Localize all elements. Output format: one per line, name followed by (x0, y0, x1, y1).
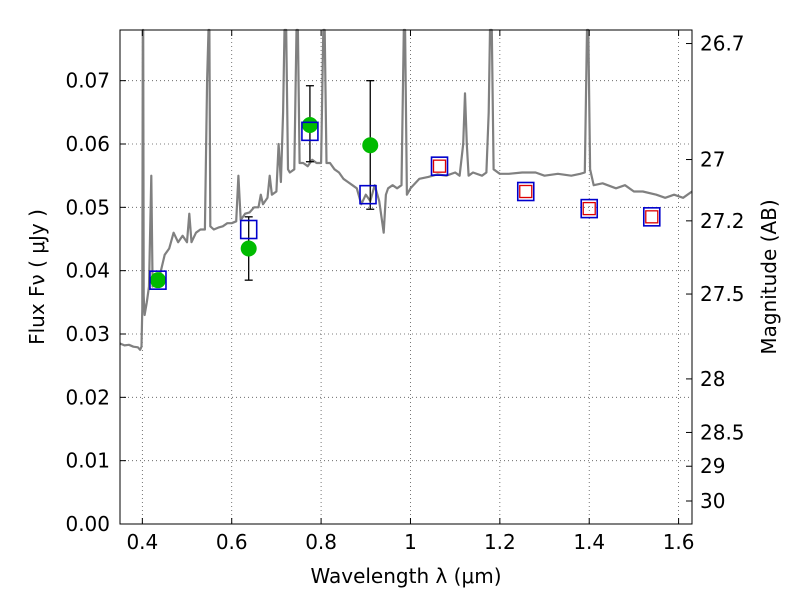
y-tick-label: 0.04 (65, 259, 110, 283)
plot-frame (119, 29, 693, 525)
x-tick-label: 0.8 (305, 530, 337, 554)
model-boxes-layer (149, 121, 661, 290)
x-tick-label: 1.2 (484, 530, 516, 554)
magnitude-tick-label: 26.7 (700, 32, 745, 56)
y-tick-label: 0.06 (65, 132, 110, 156)
model-box (642, 207, 661, 227)
prediction-box (519, 184, 533, 199)
model-box (359, 184, 377, 205)
model-box (430, 156, 449, 176)
magnitude-tick-label: 27.5 (700, 282, 745, 306)
model-box (516, 181, 535, 202)
y-tick-label: 0.07 (65, 69, 110, 93)
magnitude-tick-label: 30 (700, 489, 725, 513)
magnitude-tick-label: 29 (700, 454, 725, 478)
magnitude-tick-label: 28 (700, 367, 725, 391)
observed-point (240, 240, 257, 257)
x-tick-label: 0.6 (216, 530, 248, 554)
y-tick-label: 0.01 (65, 449, 110, 473)
observed-point (362, 137, 379, 154)
magnitude-tick-label: 28.5 (700, 420, 745, 444)
x-tick-label: 1 (404, 530, 417, 554)
x-axis-title: Wavelength λ (μm) (310, 564, 501, 588)
prediction-box (432, 159, 447, 173)
prediction-box (582, 201, 596, 216)
observed-point (301, 117, 318, 133)
model-box (580, 198, 599, 219)
spectrum-line (119, 28, 693, 351)
y-axis-title: Flux Fν ( μJy ) (25, 209, 49, 345)
x-tick-label: 1.6 (663, 530, 695, 554)
y-tick-label: 0.00 (65, 512, 110, 536)
prediction-box (645, 210, 659, 224)
magnitude-tick-label: 27 (700, 148, 725, 172)
model-box (301, 121, 319, 142)
model-box (239, 219, 258, 240)
x-tick-label: 1.4 (573, 530, 605, 554)
x-tick-label: 0.4 (126, 530, 158, 554)
magnitude-axis-ticks: 26.7 27 27.2 27.5 28 28.5 29 30 (686, 32, 745, 513)
x-axis-ticks: 0.4 0.6 0.8 1 1.2 1.4 1.6 (126, 30, 695, 554)
spectrum-layer (119, 28, 693, 351)
y-axis-ticks: 0.00 0.01 0.02 0.03 0.04 0.05 0.06 0.07 (65, 69, 126, 536)
observed-point (149, 272, 166, 289)
model-box (149, 270, 167, 290)
y-tick-label: 0.02 (65, 385, 110, 409)
y-tick-label: 0.03 (65, 322, 110, 346)
magnitude-tick-label: 27.2 (700, 209, 745, 233)
y-tick-label: 0.05 (65, 195, 110, 219)
magnitude-axis-title: Magnitude (AB) (757, 199, 781, 354)
